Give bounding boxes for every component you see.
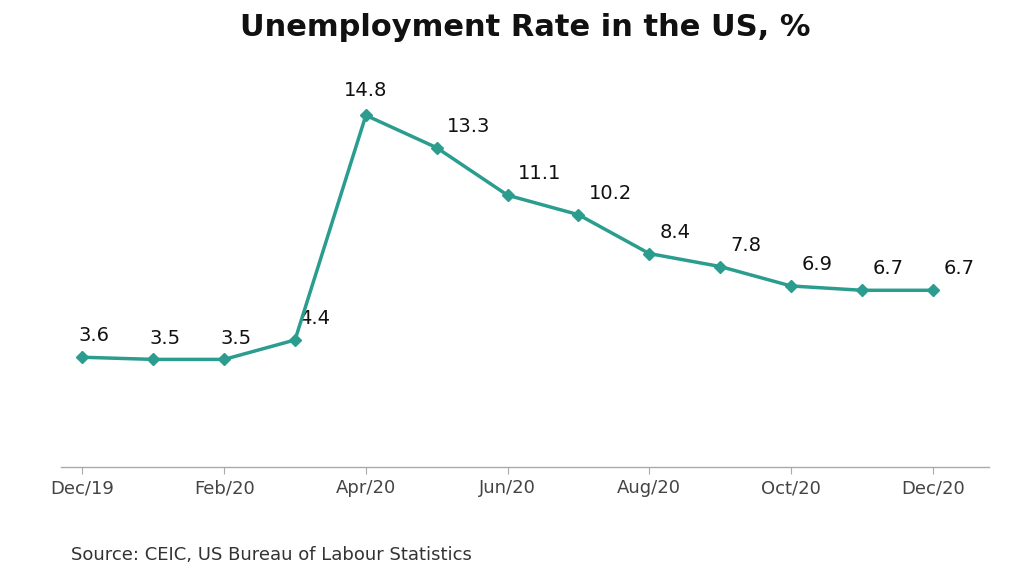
- Text: 6.7: 6.7: [871, 259, 903, 278]
- Text: 4.4: 4.4: [299, 309, 329, 328]
- Text: Source: CEIC, US Bureau of Labour Statistics: Source: CEIC, US Bureau of Labour Statis…: [71, 546, 472, 564]
- Title: Unemployment Rate in the US, %: Unemployment Rate in the US, %: [239, 13, 810, 42]
- Text: 8.4: 8.4: [659, 223, 690, 242]
- Text: 14.8: 14.8: [343, 81, 387, 100]
- Text: 7.8: 7.8: [730, 235, 761, 255]
- Text: 3.5: 3.5: [220, 328, 252, 348]
- Text: 10.2: 10.2: [589, 184, 632, 203]
- Text: 3.6: 3.6: [78, 327, 110, 345]
- Text: 6.7: 6.7: [943, 259, 973, 278]
- Text: 6.9: 6.9: [801, 255, 832, 274]
- Text: 11.1: 11.1: [518, 164, 561, 184]
- Text: 13.3: 13.3: [447, 117, 490, 136]
- Text: 3.5: 3.5: [150, 328, 180, 348]
